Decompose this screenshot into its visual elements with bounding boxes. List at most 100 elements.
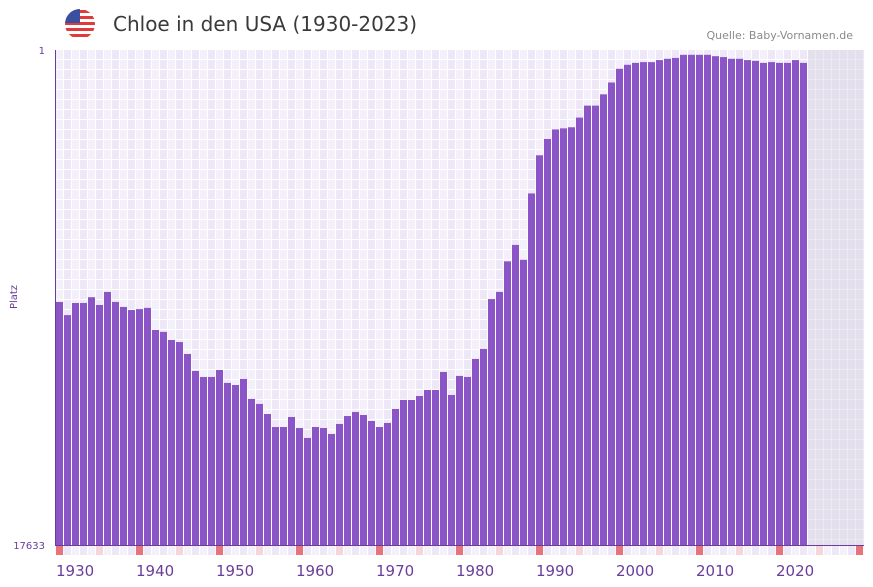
- year-marker-2015: [736, 546, 743, 555]
- x-tick-2020: 2020: [776, 562, 814, 580]
- year-marker-2025: [816, 546, 823, 555]
- year-marker-1950: [216, 546, 223, 555]
- bar-1956: [264, 413, 271, 545]
- bar-2018: [760, 62, 767, 545]
- year-marker-1975: [416, 546, 423, 555]
- year-marker-2006: [664, 546, 671, 555]
- year-marker-1997: [592, 546, 599, 555]
- bar-1975: [416, 395, 423, 545]
- year-marker-1952: [232, 546, 239, 555]
- bar-2014: [728, 58, 735, 545]
- bar-2021: [784, 62, 791, 545]
- bar-1993: [560, 128, 567, 545]
- bar-1949: [208, 376, 215, 545]
- bar-2019: [768, 62, 775, 546]
- year-marker-1958: [280, 546, 287, 555]
- year-marker-1995: [576, 546, 583, 555]
- year-marker-1977: [432, 546, 439, 555]
- year-marker-2013: [720, 546, 727, 555]
- bar-1978: [440, 371, 447, 545]
- year-marker-1961: [304, 546, 311, 555]
- bar-1979: [448, 394, 455, 545]
- future-region: [808, 50, 864, 545]
- year-marker-1989: [528, 546, 535, 555]
- bar-1936: [104, 291, 111, 545]
- year-marker-1967: [352, 546, 359, 555]
- bar-2002: [632, 62, 639, 545]
- year-marker-2024: [808, 546, 815, 555]
- bar-2013: [720, 57, 727, 546]
- year-marker-2001: [624, 546, 631, 555]
- bar-1967: [352, 412, 359, 545]
- year-marker-2000: [616, 546, 623, 555]
- bar-1998: [600, 94, 607, 545]
- year-marker-1968: [360, 546, 367, 555]
- bar-1931: [64, 315, 71, 545]
- bar-1932: [72, 302, 79, 545]
- year-marker-1963: [320, 546, 327, 555]
- year-marker-1956: [264, 546, 271, 555]
- year-marker-1946: [184, 546, 191, 555]
- year-marker-1991: [544, 546, 551, 555]
- year-marker-1996: [584, 546, 591, 555]
- x-tick-1990: 1990: [536, 562, 574, 580]
- bar-1962: [312, 427, 319, 545]
- year-marker-1942: [152, 546, 159, 555]
- x-tick-2000: 2000: [616, 562, 654, 580]
- bar-1957: [272, 427, 279, 545]
- year-marker-1969: [368, 546, 375, 555]
- y-tick-top: 1: [39, 46, 45, 57]
- year-marker-1965: [336, 546, 343, 555]
- year-marker-1933: [80, 546, 87, 555]
- year-marker-1976: [424, 546, 431, 555]
- bar-1941: [144, 307, 151, 545]
- year-marker-1937: [112, 546, 119, 555]
- year-marker-2008: [680, 546, 687, 555]
- bar-1994: [568, 127, 575, 545]
- bar-1984: [488, 299, 495, 545]
- bar-1997: [592, 105, 599, 546]
- bar-1968: [360, 414, 367, 545]
- year-marker-1993: [560, 546, 567, 555]
- x-tick-1960: 1960: [296, 562, 334, 580]
- x-tick-1970: 1970: [376, 562, 414, 580]
- year-marker-1970: [376, 546, 383, 555]
- bar-2020: [776, 62, 783, 545]
- us-flag-icon: [65, 9, 95, 39]
- year-marker-1930: [56, 546, 63, 555]
- bar-1990: [536, 155, 543, 546]
- year-marker-2028: [840, 546, 847, 555]
- year-marker-1981: [464, 546, 471, 555]
- bar-2009: [688, 54, 695, 546]
- year-marker-1945: [176, 546, 183, 555]
- bar-1930: [56, 301, 63, 545]
- bar-2000: [616, 68, 623, 546]
- bar-1960: [296, 428, 303, 545]
- year-marker-1941: [144, 546, 151, 555]
- year-marker-1979: [448, 546, 455, 555]
- bar-1977: [432, 389, 439, 545]
- year-marker-2007: [672, 546, 679, 555]
- year-marker-2017: [752, 546, 759, 555]
- bar-1948: [200, 376, 207, 545]
- bar-2010: [696, 54, 703, 546]
- year-marker-1985: [496, 546, 503, 555]
- year-marker-1959: [288, 546, 295, 555]
- year-marker-1994: [568, 546, 575, 555]
- bar-1991: [544, 138, 551, 545]
- year-marker-2005: [656, 546, 663, 555]
- year-marker-2022: [792, 546, 799, 555]
- year-marker-2021: [784, 546, 791, 555]
- bar-1963: [320, 428, 327, 545]
- bar-2016: [744, 60, 751, 546]
- bar-1937: [112, 301, 119, 545]
- bar-1985: [496, 291, 503, 545]
- year-marker-1944: [168, 546, 175, 555]
- year-marker-2012: [712, 546, 719, 555]
- bar-1938: [120, 306, 127, 545]
- year-marker-1936: [104, 546, 111, 555]
- bar-1946: [184, 353, 191, 545]
- bar-1955: [256, 403, 263, 545]
- bar-1935: [96, 305, 103, 545]
- bar-1959: [288, 417, 295, 545]
